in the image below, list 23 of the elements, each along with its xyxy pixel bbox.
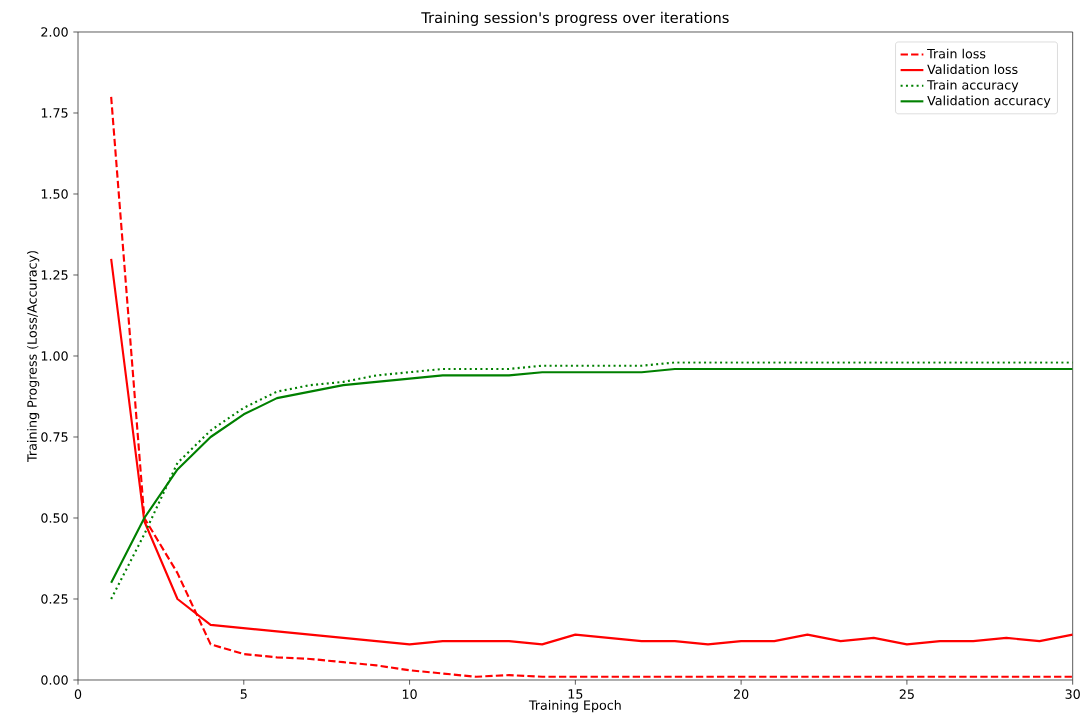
y-axis-title: Training Progress (Loss/Accuracy) xyxy=(27,251,40,462)
x-tick-label: 25 xyxy=(899,689,914,699)
x-tick-label: 20 xyxy=(733,689,749,699)
y-tick-label: 1.75 xyxy=(41,108,68,118)
y-tick-label: 0.25 xyxy=(41,594,68,604)
x-tick-label: 10 xyxy=(402,689,417,699)
legend-label: Validation loss xyxy=(927,64,1018,75)
x-tick-label: 30 xyxy=(1065,689,1080,699)
y-tick-label: 1.25 xyxy=(41,270,68,280)
legend-label: Train loss xyxy=(927,48,986,59)
x-axis-title: Training Epoch xyxy=(528,700,621,713)
legend-label: Validation accuracy xyxy=(927,95,1051,108)
y-tick-label: 1.00 xyxy=(41,351,68,361)
y-tick-label: 0.75 xyxy=(41,432,68,442)
y-tick-label: 0.50 xyxy=(41,513,68,523)
x-tick-label: 5 xyxy=(240,689,247,699)
x-tick-label: 0 xyxy=(74,689,82,699)
y-tick-label: 0.00 xyxy=(41,675,68,685)
y-tick-label: 1.50 xyxy=(41,189,68,199)
x-tick-label: 15 xyxy=(568,689,583,699)
y-tick-label: 2.00 xyxy=(41,27,68,37)
legend-label: Train accuracy xyxy=(927,79,1019,93)
chart-title: Training session's progress over iterations xyxy=(421,11,729,26)
